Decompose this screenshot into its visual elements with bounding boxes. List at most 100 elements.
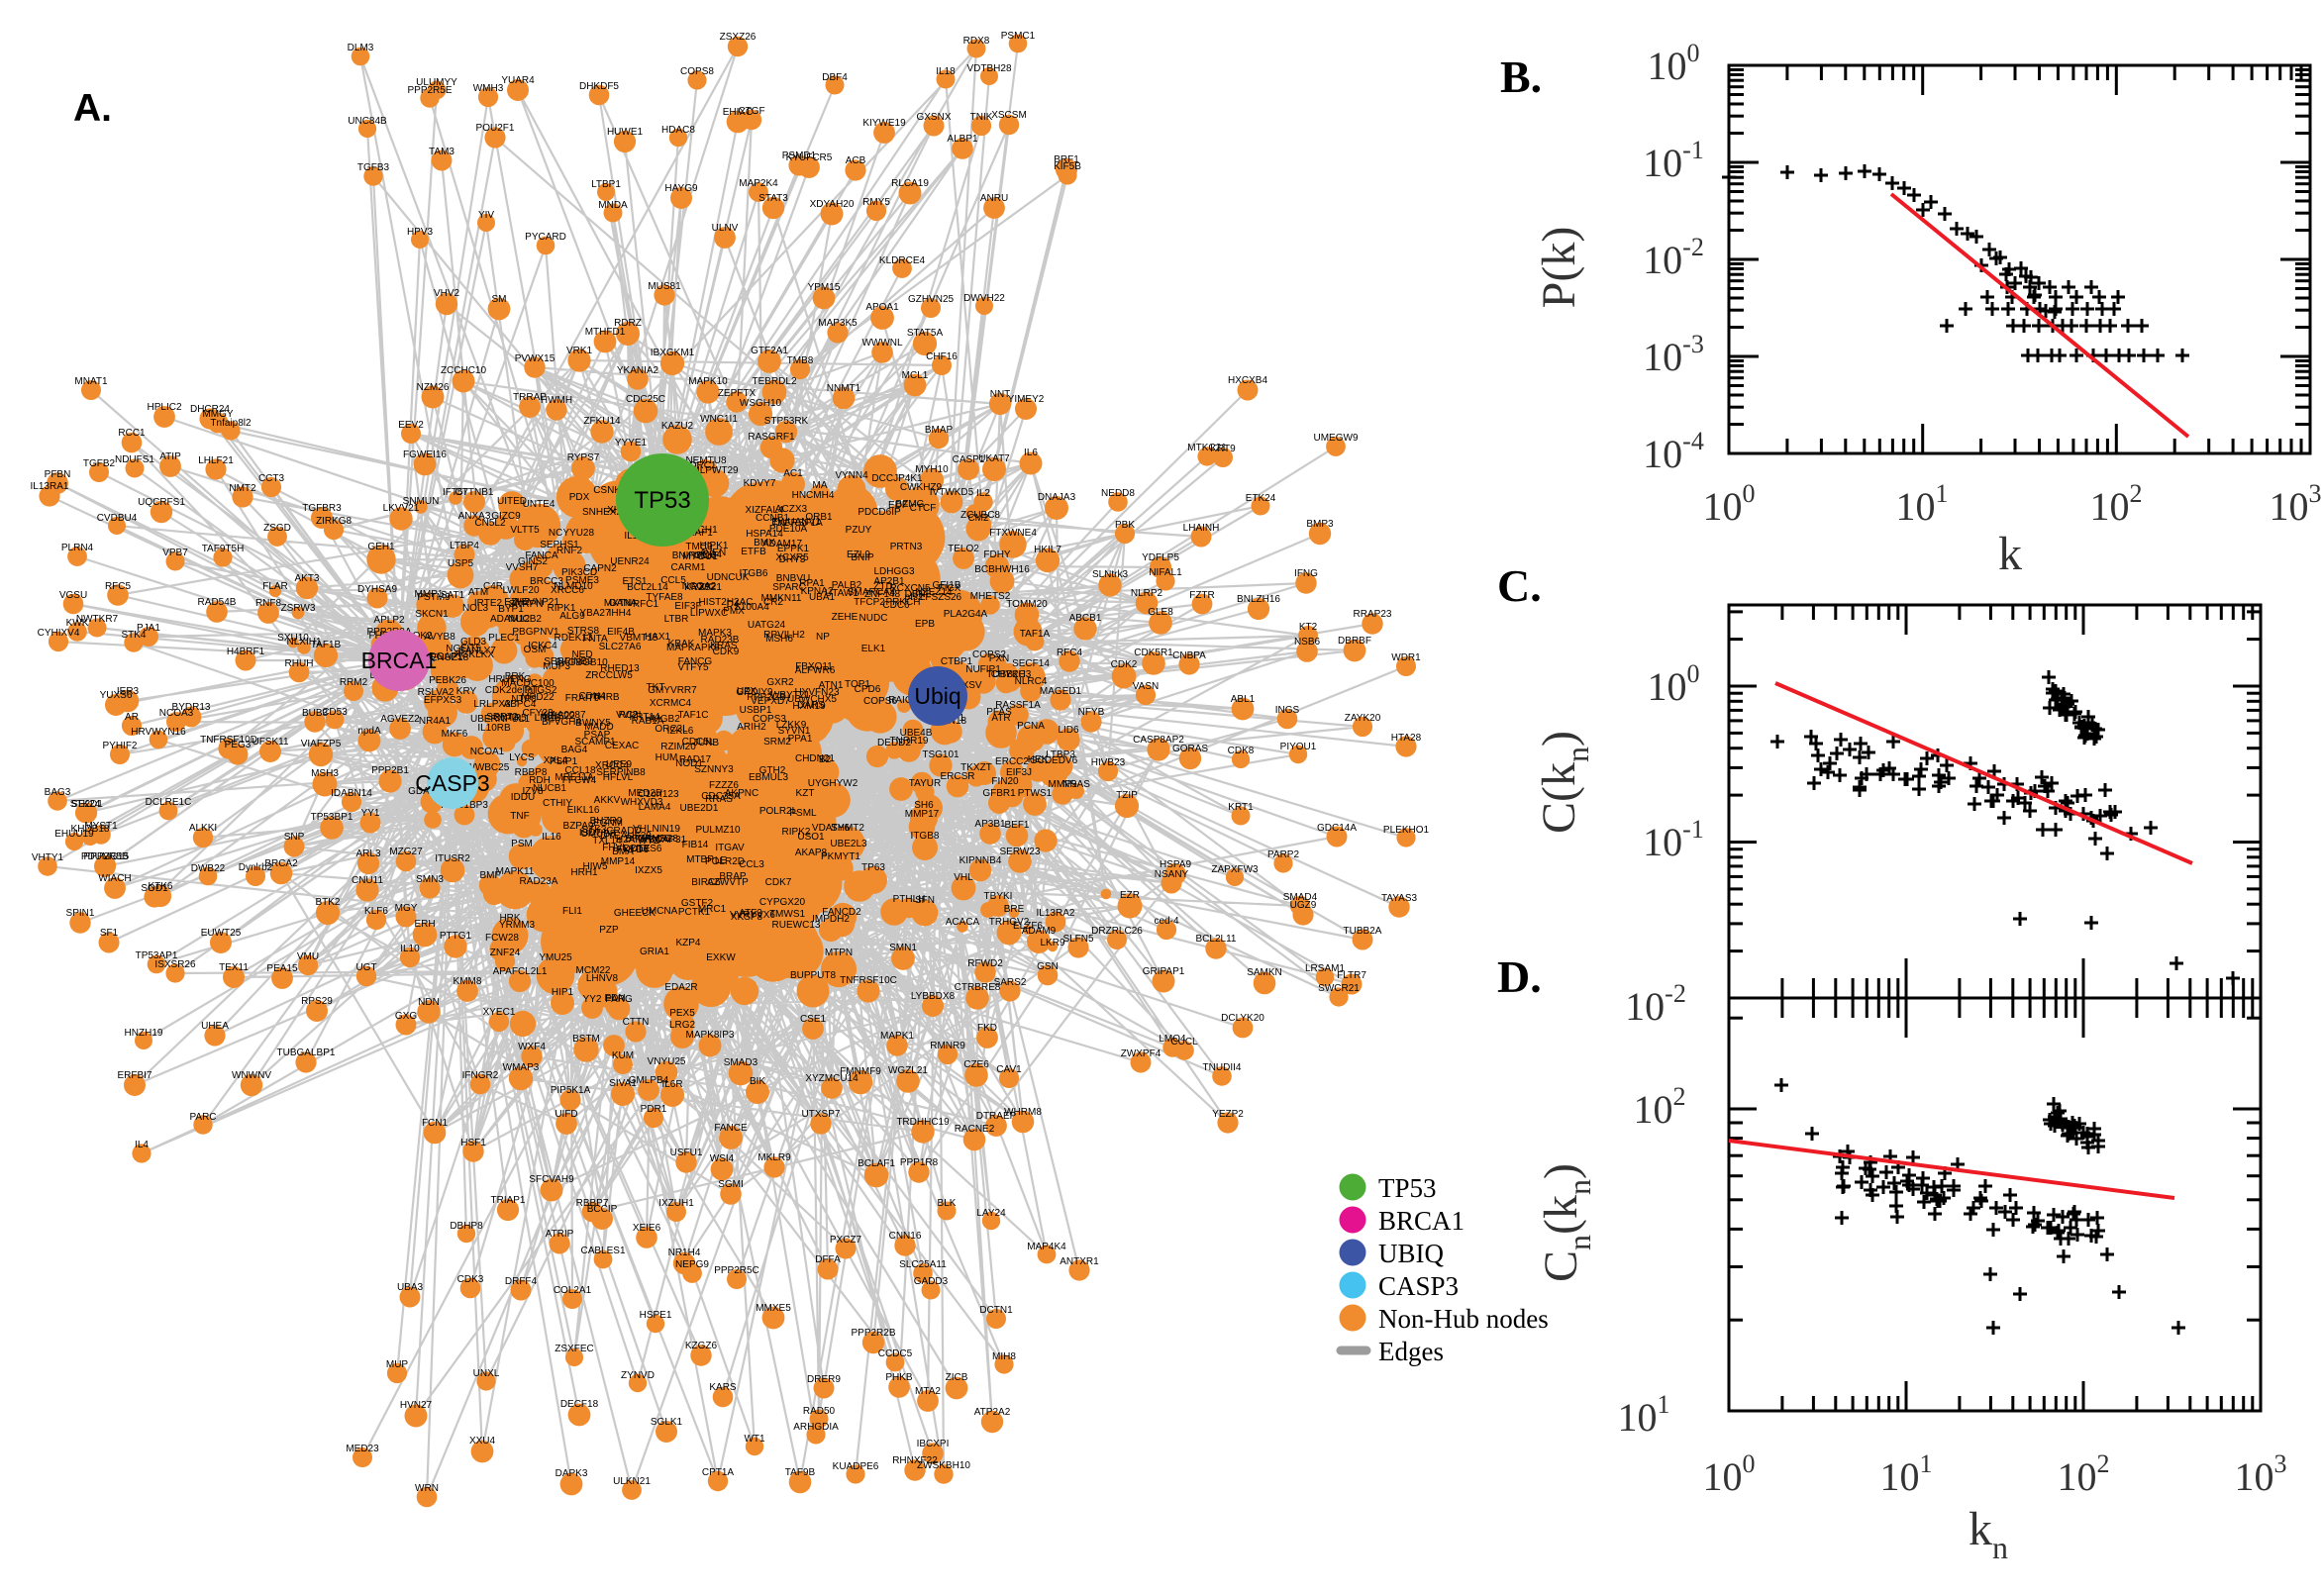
svg-text:RRM2: RRM2 <box>340 677 368 688</box>
svg-text:TOP1: TOP1 <box>845 679 870 690</box>
svg-text:TZIP: TZIP <box>1116 790 1138 801</box>
svg-text:PARG: PARG <box>605 994 633 1005</box>
svg-text:SNRPN: SNRPN <box>508 599 543 610</box>
svg-text:DFFA: DFFA <box>815 1254 841 1265</box>
svg-text:IER3: IER3 <box>117 686 140 697</box>
svg-text:PVWX15: PVWX15 <box>515 353 556 364</box>
svg-text:MKF6: MKF6 <box>442 729 468 740</box>
svg-text:LIPWXC: LIPWXC <box>690 608 728 619</box>
svg-text:LRSAM1: LRSAM1 <box>1305 963 1345 974</box>
svg-text:ZCUBC8: ZCUBC8 <box>960 510 1000 521</box>
svg-text:PPP2B1: PPP2B1 <box>371 765 409 776</box>
svg-text:YDFLP5: YDFLP5 <box>1142 552 1179 563</box>
svg-text:BCL2L11: BCL2L11 <box>1196 934 1237 945</box>
svg-text:FIB14: FIB14 <box>682 840 709 850</box>
svg-text:CVDBU4: CVDBU4 <box>97 513 138 524</box>
svg-text:ISXSR26: ISXSR26 <box>154 959 196 970</box>
svg-text:CDK2: CDK2 <box>1111 659 1138 670</box>
svg-text:ZCCHC10: ZCCHC10 <box>441 365 487 376</box>
svg-text:EGNM: EGNM <box>593 818 623 829</box>
svg-text:HUWE1: HUWE1 <box>607 127 644 138</box>
svg-text:DLM3: DLM3 <box>348 43 374 53</box>
svg-text:MTPN: MTPN <box>825 948 853 958</box>
svg-text:SANLY7: SANLY7 <box>458 646 496 656</box>
svg-text:RDH: RDH <box>529 775 551 786</box>
svg-text:AP3B1: AP3B1 <box>974 819 1006 830</box>
svg-text:TUBB2A: TUBB2A <box>1344 926 1382 937</box>
svg-text:SH6: SH6 <box>914 800 934 811</box>
svg-text:YPM15: YPM15 <box>808 282 841 293</box>
svg-text:FFCW4: FFCW4 <box>562 775 597 786</box>
svg-text:DCTN1: DCTN1 <box>979 1305 1013 1316</box>
svg-text:NLXIH1: NLXIH1 <box>286 637 321 648</box>
svg-text:ZAYK20: ZAYK20 <box>1345 713 1381 724</box>
svg-text:WEVNP21: WEVNP21 <box>512 597 559 608</box>
svg-text:TAF1C: TAF1C <box>678 710 709 721</box>
svg-text:GDRC1: GDRC1 <box>681 460 716 471</box>
svg-text:SERW23: SERW23 <box>1000 847 1041 857</box>
svg-text:USFU1: USFU1 <box>670 1147 703 1158</box>
svg-text:NDN: NDN <box>418 997 440 1008</box>
svg-text:FDHY: FDHY <box>983 549 1011 560</box>
svg-text:PMX: PMX <box>723 606 745 617</box>
svg-text:CCL5: CCL5 <box>660 575 686 586</box>
svg-text:ALFWR6: ALFWR6 <box>795 665 836 676</box>
svg-text:FICX: FICX <box>939 583 961 594</box>
svg-text:GDC14A: GDC14A <box>1317 823 1357 834</box>
svg-text:MED23: MED23 <box>346 1444 379 1454</box>
svg-text:GZHVN25: GZHVN25 <box>908 294 955 305</box>
svg-text:NUDC: NUDC <box>859 613 888 624</box>
svg-text:COPS6: COPS6 <box>863 696 897 707</box>
svg-text:KPNA2: KPNA2 <box>801 586 834 597</box>
svg-text:RMY5: RMY5 <box>862 197 890 208</box>
svg-text:TAYUR: TAYUR <box>909 778 941 789</box>
svg-text:FCW28: FCW28 <box>485 933 519 944</box>
svg-text:EDA2R: EDA2R <box>664 982 697 993</box>
svg-text:UKAT7: UKAT7 <box>978 453 1010 464</box>
svg-text:WMH3: WMH3 <box>473 83 504 94</box>
svg-text:CDK2deltaT: CDK2deltaT <box>485 685 539 696</box>
svg-text:UBIQ: UBIQ <box>1378 1239 1444 1268</box>
svg-text:IL2: IL2 <box>976 488 990 499</box>
svg-text:GHEECK: GHEECK <box>614 908 656 919</box>
svg-text:WXF4: WXF4 <box>518 1042 546 1052</box>
svg-text:IDDU: IDDU <box>511 792 535 803</box>
svg-text:NUFIP1: NUFIP1 <box>965 664 1001 675</box>
svg-text:DNAJA3: DNAJA3 <box>1038 492 1076 503</box>
svg-text:LYBBDX8: LYBBDX8 <box>911 991 956 1002</box>
svg-text:TELO2: TELO2 <box>948 544 979 554</box>
svg-text:MAP4K4: MAP4K4 <box>1027 1242 1066 1252</box>
svg-text:ERH: ERH <box>414 919 435 930</box>
svg-text:LKR9: LKR9 <box>1040 938 1064 948</box>
svg-text:BACH1: BACH1 <box>684 525 718 536</box>
svg-text:PLEC1: PLEC1 <box>488 633 520 644</box>
svg-text:CM2: CM2 <box>967 513 989 524</box>
svg-text:KIAA0087: KIAA0087 <box>541 710 585 721</box>
svg-text:DARS: DARS <box>797 700 825 711</box>
svg-text:DBNL: DBNL <box>905 589 932 600</box>
svg-text:COPS3: COPS3 <box>753 714 786 725</box>
svg-text:FLTR7: FLTR7 <box>1337 970 1366 981</box>
svg-text:COPS8: COPS8 <box>680 66 714 77</box>
svg-text:NMT2: NMT2 <box>229 483 256 494</box>
svg-text:RCC1: RCC1 <box>118 428 146 439</box>
svg-text:GXG: GXG <box>395 1011 417 1022</box>
svg-text:EFPXS3: EFPXS3 <box>424 695 462 706</box>
svg-text:HMGB2: HMGB2 <box>645 714 680 725</box>
svg-text:MLPWT29: MLPWT29 <box>691 465 739 476</box>
svg-text:ACZX3: ACZX3 <box>775 504 808 515</box>
svg-text:CNBPA: CNBPA <box>1172 650 1206 661</box>
svg-text:BMAP: BMAP <box>925 425 954 436</box>
svg-text:VPB7: VPB7 <box>162 548 188 558</box>
svg-text:UTAW1: UTAW1 <box>825 588 858 599</box>
svg-text:HIST2H2AC: HIST2H2AC <box>698 597 753 608</box>
svg-text:NCYYU28: NCYYU28 <box>549 528 595 539</box>
svg-text:LRG2: LRG2 <box>669 1020 696 1031</box>
svg-text:XRCC4: XRCC4 <box>595 760 629 771</box>
svg-text:MYH10: MYH10 <box>915 464 949 475</box>
svg-text:KUADPE6: KUADPE6 <box>833 1461 879 1472</box>
svg-text:BIRC6: BIRC6 <box>691 877 721 888</box>
svg-text:RLCA19: RLCA19 <box>891 178 929 189</box>
svg-text:DRFF4: DRFF4 <box>505 1276 538 1287</box>
svg-text:NFYB: NFYB <box>1078 707 1105 718</box>
